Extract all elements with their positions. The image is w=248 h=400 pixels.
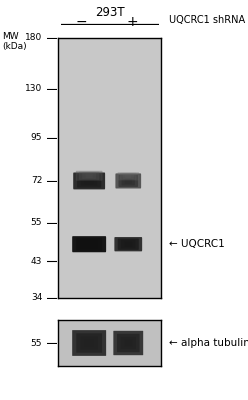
Text: UQCRC1 shRNA: UQCRC1 shRNA bbox=[169, 15, 245, 25]
Text: 34: 34 bbox=[31, 294, 42, 302]
FancyBboxPatch shape bbox=[80, 240, 98, 249]
FancyBboxPatch shape bbox=[124, 340, 132, 346]
FancyBboxPatch shape bbox=[76, 171, 102, 181]
FancyBboxPatch shape bbox=[118, 172, 139, 180]
FancyBboxPatch shape bbox=[76, 333, 102, 353]
FancyBboxPatch shape bbox=[115, 174, 141, 188]
Text: 43: 43 bbox=[31, 257, 42, 266]
FancyBboxPatch shape bbox=[85, 174, 93, 178]
FancyBboxPatch shape bbox=[124, 242, 132, 247]
FancyBboxPatch shape bbox=[79, 172, 99, 180]
FancyBboxPatch shape bbox=[125, 174, 131, 178]
Text: 130: 130 bbox=[25, 84, 42, 93]
FancyBboxPatch shape bbox=[85, 340, 94, 346]
Text: ← alpha tubulin: ← alpha tubulin bbox=[169, 338, 248, 348]
FancyBboxPatch shape bbox=[121, 337, 136, 349]
FancyBboxPatch shape bbox=[118, 238, 139, 250]
Text: ← UQCRC1: ← UQCRC1 bbox=[169, 239, 224, 249]
FancyBboxPatch shape bbox=[80, 336, 98, 350]
Text: 55: 55 bbox=[31, 218, 42, 228]
FancyBboxPatch shape bbox=[85, 241, 94, 247]
FancyBboxPatch shape bbox=[121, 240, 135, 248]
FancyBboxPatch shape bbox=[82, 173, 96, 179]
FancyBboxPatch shape bbox=[114, 237, 142, 251]
FancyBboxPatch shape bbox=[76, 238, 102, 250]
FancyBboxPatch shape bbox=[117, 334, 140, 352]
Text: 72: 72 bbox=[31, 176, 42, 186]
Text: 293T: 293T bbox=[95, 6, 124, 19]
Text: 95: 95 bbox=[31, 133, 42, 142]
FancyBboxPatch shape bbox=[72, 330, 106, 356]
FancyBboxPatch shape bbox=[125, 178, 132, 184]
FancyBboxPatch shape bbox=[77, 174, 101, 188]
Text: 180: 180 bbox=[25, 34, 42, 42]
Text: −: − bbox=[75, 15, 87, 29]
FancyBboxPatch shape bbox=[119, 175, 138, 187]
FancyBboxPatch shape bbox=[85, 178, 93, 184]
FancyBboxPatch shape bbox=[120, 173, 136, 180]
FancyBboxPatch shape bbox=[113, 331, 143, 355]
Text: MW
(kDa): MW (kDa) bbox=[2, 32, 27, 51]
FancyBboxPatch shape bbox=[81, 176, 97, 186]
FancyBboxPatch shape bbox=[73, 172, 105, 189]
FancyBboxPatch shape bbox=[72, 236, 106, 252]
FancyBboxPatch shape bbox=[123, 174, 134, 179]
FancyBboxPatch shape bbox=[122, 176, 135, 185]
Text: 55: 55 bbox=[31, 338, 42, 348]
Text: +: + bbox=[126, 15, 138, 29]
